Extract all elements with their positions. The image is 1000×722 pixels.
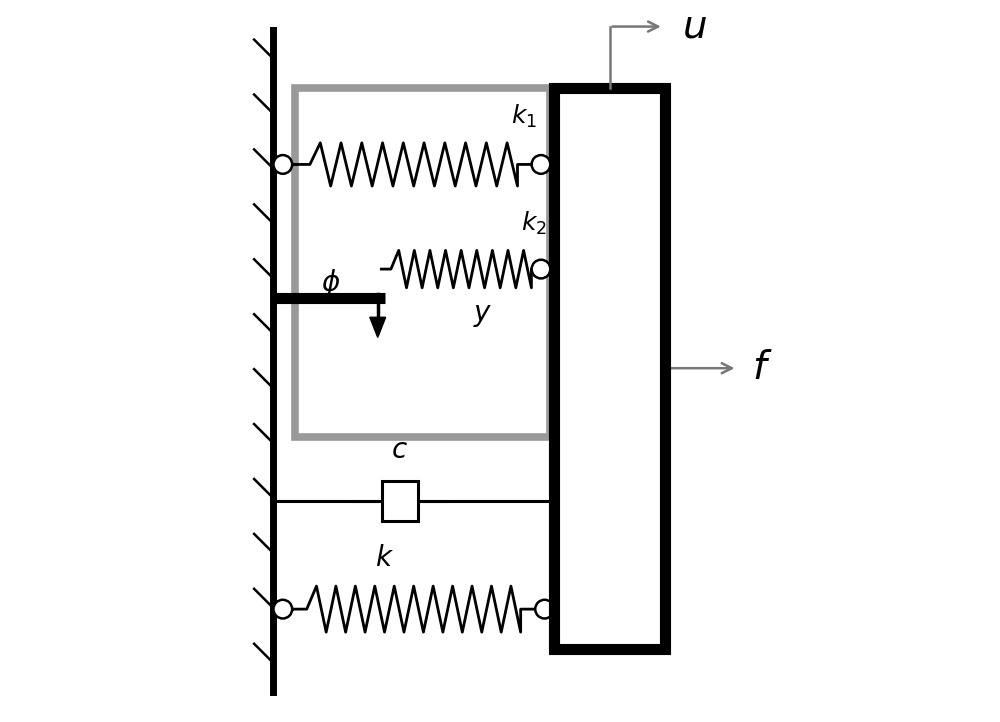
Circle shape [535, 600, 554, 619]
Text: $c$: $c$ [391, 436, 408, 464]
Bar [382, 482, 418, 521]
Text: $\mathit{f}$: $\mathit{f}$ [752, 349, 772, 387]
Text: $y$: $y$ [473, 302, 492, 329]
Text: $k$: $k$ [375, 544, 394, 572]
Circle shape [273, 600, 292, 619]
Text: $\mathit{u}$: $\mathit{u}$ [682, 7, 706, 45]
Bar [554, 87, 665, 648]
Circle shape [532, 260, 550, 279]
Circle shape [532, 155, 550, 174]
Text: $m$: $m$ [589, 347, 631, 390]
Polygon shape [370, 317, 386, 337]
Circle shape [273, 155, 292, 174]
Text: $k_1$: $k_1$ [511, 103, 537, 130]
Bar [295, 87, 550, 437]
Text: $k_2$: $k_2$ [521, 209, 547, 237]
Text: $\phi$: $\phi$ [321, 267, 341, 300]
